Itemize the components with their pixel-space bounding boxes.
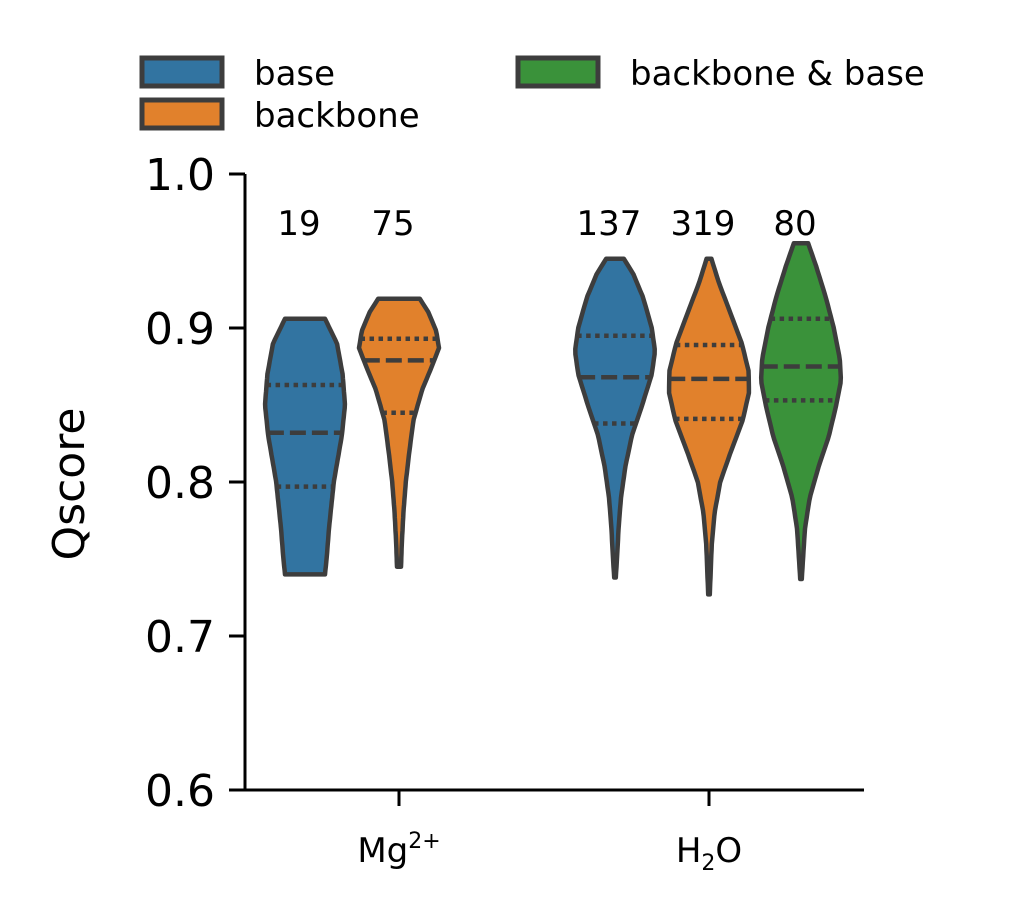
y-tick-label: 1.0 bbox=[145, 150, 215, 201]
violin-backbone-H2O bbox=[666, 256, 752, 597]
legend-swatch bbox=[139, 55, 225, 89]
count-label: 80 bbox=[773, 204, 816, 244]
count-label: 19 bbox=[277, 204, 320, 244]
count-labels: 19 75 137 319 80 bbox=[277, 204, 816, 244]
y-tick-label: 0.6 bbox=[145, 766, 215, 817]
count-label: 319 bbox=[671, 204, 736, 244]
y-tick-label: 0.8 bbox=[145, 458, 215, 509]
legend-swatch bbox=[139, 97, 225, 131]
y-tick-label: 0.9 bbox=[145, 304, 215, 355]
x-tick-label: H2O bbox=[676, 831, 742, 876]
y-axis-label: Qscore bbox=[44, 408, 95, 561]
legend-label: backbone bbox=[254, 96, 420, 136]
count-label: 75 bbox=[371, 204, 414, 244]
legend-label: backbone & base bbox=[630, 54, 925, 94]
x-axis: Mg2+ H2O bbox=[245, 788, 864, 876]
y-tick-label: 0.7 bbox=[145, 612, 215, 663]
legend-label: base bbox=[254, 54, 335, 94]
violin-backbone-and-base-H2O bbox=[758, 241, 844, 582]
violin-base-Mg2 bbox=[262, 316, 348, 577]
count-label: 137 bbox=[577, 204, 642, 244]
legend-swatch bbox=[515, 55, 601, 89]
y-axis: 0.6 0.7 0.8 0.9 1.0 bbox=[145, 150, 247, 817]
x-tick-label: Mg2+ bbox=[357, 829, 440, 871]
violin-base-H2O bbox=[573, 256, 657, 580]
violin-plot-area bbox=[262, 241, 844, 597]
violin-backbone-Mg2 bbox=[356, 296, 442, 569]
